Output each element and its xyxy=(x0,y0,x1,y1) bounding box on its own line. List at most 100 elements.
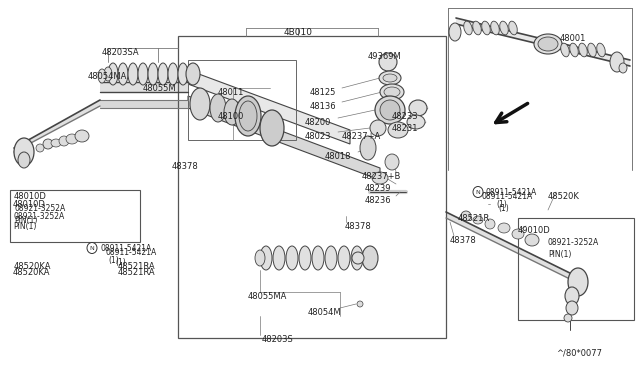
Ellipse shape xyxy=(158,63,168,85)
Ellipse shape xyxy=(372,172,388,184)
Ellipse shape xyxy=(538,37,558,51)
Ellipse shape xyxy=(224,99,240,125)
Polygon shape xyxy=(456,18,630,66)
Text: 08911-5421A: 08911-5421A xyxy=(105,248,156,257)
Ellipse shape xyxy=(138,63,148,85)
Ellipse shape xyxy=(168,63,178,85)
Text: (1): (1) xyxy=(108,256,119,265)
Ellipse shape xyxy=(473,21,481,35)
Ellipse shape xyxy=(260,110,284,146)
Ellipse shape xyxy=(239,101,257,131)
Text: 48125: 48125 xyxy=(310,88,337,97)
Ellipse shape xyxy=(565,287,579,305)
Text: 48236: 48236 xyxy=(365,196,392,205)
Ellipse shape xyxy=(568,268,588,296)
Text: 48054M: 48054M xyxy=(308,308,342,317)
Ellipse shape xyxy=(36,144,44,152)
Bar xyxy=(188,60,296,140)
Text: 48018: 48018 xyxy=(325,152,351,161)
Text: 4B010: 4B010 xyxy=(284,28,312,37)
Text: 08921-3252A: 08921-3252A xyxy=(14,204,65,213)
Text: PIN(1): PIN(1) xyxy=(13,222,36,231)
Text: 48233: 48233 xyxy=(392,112,419,121)
Ellipse shape xyxy=(485,219,495,229)
Text: 48055M: 48055M xyxy=(143,84,177,93)
Ellipse shape xyxy=(388,122,408,138)
Ellipse shape xyxy=(51,139,61,147)
Text: 48237+A: 48237+A xyxy=(342,132,381,141)
Text: (1): (1) xyxy=(496,200,507,209)
Text: 48023: 48023 xyxy=(305,132,332,141)
Ellipse shape xyxy=(383,74,397,82)
Ellipse shape xyxy=(370,120,386,136)
Text: 08921-3252A: 08921-3252A xyxy=(548,238,599,247)
Ellipse shape xyxy=(579,43,588,57)
Text: 48010D: 48010D xyxy=(14,192,47,201)
Ellipse shape xyxy=(66,134,78,144)
Ellipse shape xyxy=(352,252,364,264)
Ellipse shape xyxy=(509,21,517,35)
Ellipse shape xyxy=(525,234,539,246)
Ellipse shape xyxy=(561,43,569,57)
Ellipse shape xyxy=(18,152,30,168)
Text: 48520KA: 48520KA xyxy=(13,268,51,277)
Ellipse shape xyxy=(534,34,562,54)
Ellipse shape xyxy=(498,223,510,233)
Text: 48231: 48231 xyxy=(392,124,419,133)
Text: 48011: 48011 xyxy=(218,88,244,97)
Ellipse shape xyxy=(588,43,596,57)
Text: 48378: 48378 xyxy=(172,162,199,171)
Text: 48001: 48001 xyxy=(560,34,586,43)
Ellipse shape xyxy=(87,243,97,253)
Ellipse shape xyxy=(473,216,483,224)
Ellipse shape xyxy=(59,136,69,146)
Ellipse shape xyxy=(512,229,524,239)
Text: 48237+B: 48237+B xyxy=(362,172,401,181)
Ellipse shape xyxy=(104,67,112,81)
Text: ^/80*0077: ^/80*0077 xyxy=(556,348,602,357)
Ellipse shape xyxy=(299,246,311,270)
Text: 48239: 48239 xyxy=(365,184,392,193)
Ellipse shape xyxy=(351,246,363,270)
Ellipse shape xyxy=(273,246,285,270)
Ellipse shape xyxy=(260,246,272,270)
Text: 48521RA: 48521RA xyxy=(118,262,156,271)
Text: (1): (1) xyxy=(498,204,509,213)
Text: 08911-5421A: 08911-5421A xyxy=(100,244,151,253)
Ellipse shape xyxy=(98,69,106,83)
Text: 48054MA: 48054MA xyxy=(88,72,127,81)
Ellipse shape xyxy=(500,21,508,35)
Polygon shape xyxy=(446,212,580,284)
Ellipse shape xyxy=(473,186,483,198)
Ellipse shape xyxy=(360,136,376,160)
Polygon shape xyxy=(100,100,188,108)
Text: 48520KA: 48520KA xyxy=(14,262,51,271)
Polygon shape xyxy=(188,70,350,144)
Polygon shape xyxy=(14,100,100,152)
Text: 49010D: 49010D xyxy=(518,226,551,235)
Ellipse shape xyxy=(148,63,158,85)
Text: 08911-5421A: 08911-5421A xyxy=(486,188,537,197)
Ellipse shape xyxy=(464,21,472,35)
Bar xyxy=(518,218,634,320)
Text: 48378: 48378 xyxy=(450,236,477,245)
Ellipse shape xyxy=(407,115,425,129)
Ellipse shape xyxy=(338,246,350,270)
Ellipse shape xyxy=(385,154,399,170)
Text: 48521R: 48521R xyxy=(458,214,490,223)
Ellipse shape xyxy=(570,43,579,57)
Ellipse shape xyxy=(325,246,337,270)
Polygon shape xyxy=(100,82,188,92)
Ellipse shape xyxy=(190,88,210,120)
Ellipse shape xyxy=(312,246,324,270)
Text: 48203S: 48203S xyxy=(262,335,294,344)
Ellipse shape xyxy=(380,100,400,120)
Polygon shape xyxy=(188,96,380,180)
Text: 08911-5421A: 08911-5421A xyxy=(482,192,533,201)
Ellipse shape xyxy=(118,63,128,85)
Text: 48010D: 48010D xyxy=(13,200,46,209)
Ellipse shape xyxy=(409,100,427,116)
Text: 48521RA: 48521RA xyxy=(118,268,156,277)
Text: 48200: 48200 xyxy=(305,118,332,127)
Bar xyxy=(10,190,140,242)
